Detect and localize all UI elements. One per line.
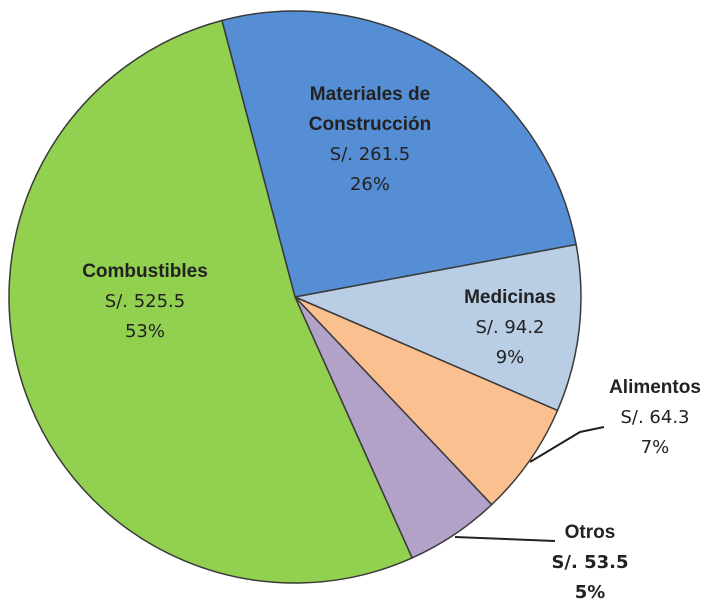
slice-label: Medicinas	[464, 287, 556, 308]
percent-label: 9%	[496, 347, 525, 368]
leader-line	[529, 426, 605, 463]
pie-slice	[292, 243, 582, 412]
value-label: S/. 525.5	[105, 291, 185, 312]
percent-label: 5%	[575, 582, 606, 603]
value-label: S/. 53.5	[551, 552, 628, 573]
value-label: S/. 94.2	[475, 317, 544, 338]
slice-label: Otros	[565, 522, 616, 543]
slice-label: Combustibles	[82, 261, 208, 282]
value-label: S/. 64.3	[620, 407, 689, 428]
slice-label: Materiales de Construcción	[309, 84, 431, 135]
pie-slice	[221, 10, 578, 298]
value-label: S/. 261.5	[330, 144, 410, 165]
slice-label: Alimentos	[609, 377, 701, 398]
leader-line	[454, 536, 556, 542]
pie-slice	[8, 19, 414, 584]
percent-label: 7%	[641, 437, 670, 458]
pie-slice	[294, 296, 559, 506]
percent-label: 53%	[125, 321, 165, 342]
percent-label: 26%	[350, 174, 390, 195]
